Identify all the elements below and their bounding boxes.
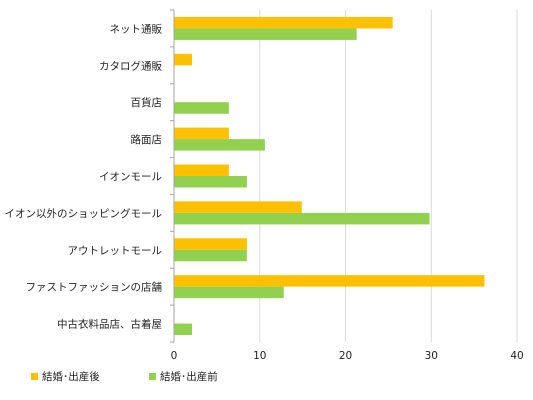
axis-group [170,9,175,343]
category-label: 中古衣料品店、古着屋 [57,318,162,331]
bar-before-2 [174,102,229,114]
legend-label-0: 結婚･出産後 [42,370,100,383]
bar-before-4 [174,176,247,188]
bars-group [174,16,485,336]
bar-after-7 [174,275,485,287]
category-label: ファストファッションの店舗 [26,281,163,294]
bar-after-3 [174,127,229,140]
category-label: イオンモール [99,171,162,183]
x-tick-label: 0 [171,350,178,362]
bar-before-5 [174,212,430,225]
category-label: アウトレットモール [68,245,163,257]
legend-swatch-0 [31,373,38,380]
category-label: 路面店 [131,133,163,146]
bar-after-0 [174,16,393,29]
legend: 結婚･出産後 結婚･出産前 [31,370,218,383]
bar-after-6 [174,238,247,250]
bar-before-8 [174,323,193,336]
bar-before-0 [174,28,357,40]
bar-before-6 [174,249,247,262]
bar-before-3 [174,139,265,151]
x-tick-label: 30 [425,350,438,362]
bar-after-1 [174,53,193,66]
bar-after-5 [174,201,302,213]
bar-before-7 [174,286,284,299]
category-labels: ネット通販カタログ通販百貨店路面店イオンモールイオン以外のショッピングモールアウ… [5,23,163,330]
category-label: イオン以外のショッピングモール [5,207,163,220]
x-tick-label: 10 [253,350,266,362]
category-label: 百貨店 [131,96,163,109]
category-label: ネット通販 [110,23,163,35]
legend-label-1: 結婚･出産前 [160,370,218,383]
bar-after-4 [174,164,229,176]
category-label: カタログ通販 [99,59,162,72]
x-tick-label: 40 [510,350,523,362]
legend-swatch-1 [149,373,156,380]
x-tick-label: 20 [339,350,352,362]
tick-labels: 0 10 20 30 40 [171,350,524,362]
grid-lines [259,10,518,342]
